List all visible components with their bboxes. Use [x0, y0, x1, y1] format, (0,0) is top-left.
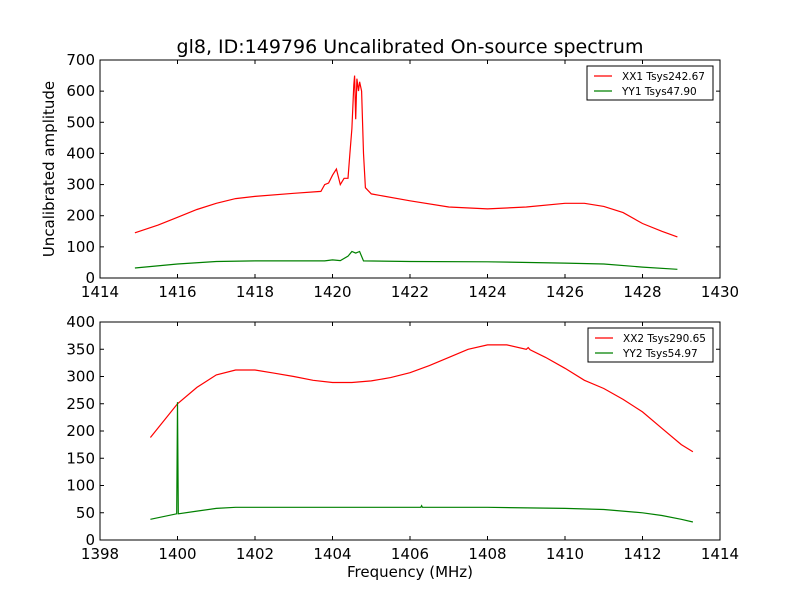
y-axis-label: Uncalibrated amplitude: [40, 81, 58, 257]
plot-2: 1398 1400 1402 1404 1406 1408 1410 1412 1414 0 50 1…: [66, 313, 739, 563]
y-tick-label: 50: [76, 504, 95, 522]
x-tick-label: 1408: [468, 545, 506, 563]
y-tick-label: 200: [66, 422, 95, 440]
x-tick-label: 1430: [701, 283, 739, 301]
y-tick-label: 0: [85, 269, 95, 287]
legend-label: XX2 Tsys290.65: [623, 333, 706, 345]
x-tick-label: 1416: [158, 283, 196, 301]
x-tick-label: 1402: [236, 545, 274, 563]
legend-box: [587, 327, 714, 363]
x-tick-label: 1398: [81, 545, 119, 563]
legend-label: XX1 Tsys242.67: [622, 71, 705, 83]
series-line-xx1: [134, 75, 678, 238]
series-line-xx2: [149, 344, 694, 453]
y-tick-label: 250: [66, 395, 95, 413]
y-tick-label: 100: [66, 477, 95, 495]
chart-title: gl8, ID:149796 Uncalibrated On-source sp…: [177, 36, 644, 58]
x-tick-label: 1428: [623, 283, 661, 301]
x-tick-label: 1414: [701, 545, 739, 563]
y-tick-label: 200: [66, 207, 95, 225]
x-axis-label: Frequency (MHz): [347, 563, 473, 581]
series-line-yy1: [134, 250, 678, 270]
y-tick-label: 700: [66, 51, 95, 69]
legend-box: [586, 65, 714, 101]
y-tick-label: 300: [66, 368, 95, 386]
x-tick-label: 1420: [313, 283, 351, 301]
legend-label: YY2 Tsys54.97: [622, 348, 698, 360]
y-tick-label: 300: [66, 176, 95, 194]
x-tick-label: 1410: [546, 545, 584, 563]
x-tick-label: 1414: [81, 283, 119, 301]
y-tick-label: 500: [66, 113, 95, 131]
plot-1: 1414 1416 1418 1420 1422 1424 1426 1428 1430 0 100…: [66, 51, 739, 301]
legend: XX1 Tsys242.67 YY1 Tsys47.90: [586, 65, 714, 101]
y-tick-label: 400: [66, 313, 95, 331]
series-line-yy2: [150, 402, 694, 523]
x-tick-label: 1404: [313, 545, 351, 563]
x-tick-label: 1422: [391, 283, 429, 301]
y-tick-label: 150: [66, 449, 95, 467]
legend: XX2 Tsys290.65 YY2 Tsys54.97: [587, 327, 714, 363]
x-tick-label: 1418: [236, 283, 274, 301]
y-tick-label: 0: [85, 531, 95, 549]
x-tick-label: 1426: [546, 283, 584, 301]
x-tick-label: 1406: [391, 545, 429, 563]
y-tick-label: 400: [66, 144, 95, 162]
x-tick-label: 1400: [158, 545, 196, 563]
y-tick-label: 600: [66, 82, 95, 100]
x-tick-label: 1412: [623, 545, 661, 563]
x-tick-label: 1424: [468, 283, 506, 301]
y-tick-label: 350: [66, 340, 95, 358]
y-tick-label: 100: [66, 238, 95, 256]
legend-label: YY1 Tsys47.90: [621, 86, 697, 98]
